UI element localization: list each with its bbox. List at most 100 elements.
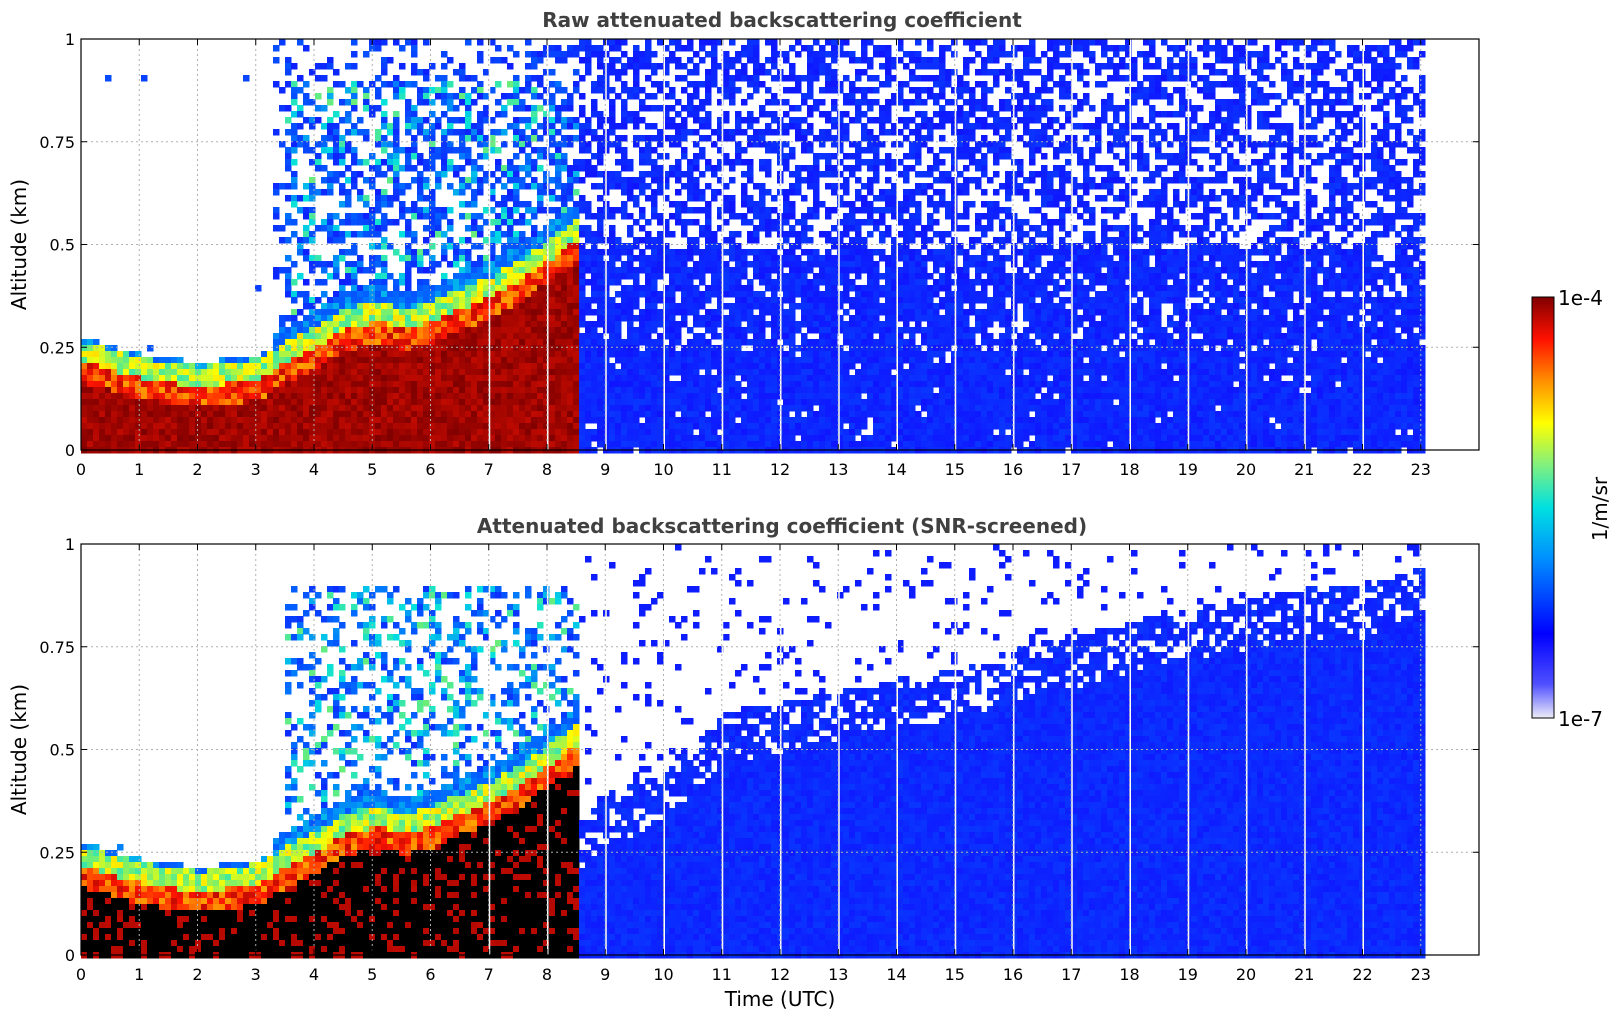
raw-heatmap-cell — [543, 117, 550, 124]
raw-heatmap-cell — [273, 81, 280, 88]
raw-heatmap-cell — [381, 351, 388, 358]
raw-heatmap-cell — [771, 255, 778, 262]
raw-heatmap-cell — [729, 381, 736, 388]
raw-heatmap-cell — [771, 321, 778, 328]
raw-heatmap-cell — [459, 279, 466, 286]
raw-heatmap-cell — [435, 363, 442, 370]
raw-heatmap-cell — [183, 411, 190, 418]
raw-heatmap-cell — [789, 327, 796, 334]
raw-heatmap-cell — [393, 315, 400, 322]
raw-heatmap-cell — [759, 165, 766, 172]
raw-heatmap-cell — [429, 393, 436, 400]
raw-heatmap-cell — [309, 231, 316, 238]
raw-heatmap-cell — [585, 375, 592, 382]
raw-heatmap-cell — [801, 423, 808, 430]
raw-heatmap-cell — [711, 345, 718, 352]
raw-heatmap-cell — [255, 393, 262, 400]
raw-heatmap-cell — [399, 399, 406, 406]
raw-heatmap-cell — [675, 441, 682, 448]
raw-heatmap-cell — [441, 321, 448, 328]
raw-heatmap-cell — [639, 105, 646, 112]
raw-heatmap-cell — [483, 327, 490, 334]
raw-heatmap-cell — [315, 117, 322, 124]
raw-heatmap-cell — [765, 435, 772, 442]
raw-heatmap-cell — [549, 345, 556, 352]
raw-heatmap-cell — [375, 93, 382, 100]
raw-heatmap-cell — [783, 315, 790, 322]
raw-heatmap-cell — [525, 159, 532, 166]
raw-heatmap-cell — [639, 51, 646, 58]
raw-heatmap-cell — [387, 195, 394, 202]
raw-heatmap-cell — [543, 339, 550, 346]
raw-heatmap-cell — [591, 183, 598, 190]
raw-heatmap-cell — [105, 435, 112, 442]
raw-heatmap-cell — [93, 351, 100, 358]
raw-heatmap-cell — [315, 141, 322, 148]
raw-heatmap-cell — [405, 387, 412, 394]
raw-heatmap-cell — [645, 417, 652, 424]
raw-heatmap-cell — [537, 429, 544, 436]
raw-heatmap-cell — [735, 345, 742, 352]
raw-heatmap-cell — [531, 249, 538, 256]
raw-heatmap-cell — [261, 381, 268, 388]
raw-heatmap-cell — [651, 147, 658, 154]
raw-heatmap-cell — [525, 327, 532, 334]
raw-heatmap-cell — [441, 375, 448, 382]
raw-heatmap-cell — [267, 381, 274, 388]
raw-heatmap-cell — [327, 429, 334, 436]
raw-heatmap-cell — [735, 315, 742, 322]
raw-heatmap-cell — [663, 45, 670, 52]
raw-heatmap-cell — [195, 423, 202, 430]
raw-heatmap-cell — [711, 441, 718, 448]
raw-heatmap-cell — [663, 345, 670, 352]
raw-heatmap-cell — [159, 357, 166, 364]
raw-heatmap-cell — [549, 351, 556, 358]
raw-heatmap-cell — [339, 291, 346, 298]
raw-heatmap-cell — [387, 387, 394, 394]
raw-heatmap-cell — [183, 435, 190, 442]
raw-heatmap-cell — [591, 339, 598, 346]
raw-heatmap-cell — [489, 423, 496, 430]
raw-heatmap-cell — [255, 405, 262, 412]
raw-heatmap-cell — [627, 93, 634, 100]
raw-heatmap-cell — [633, 255, 640, 262]
raw-heatmap-cell — [207, 381, 214, 388]
raw-heatmap-cell — [189, 411, 196, 418]
raw-heatmap-cell — [807, 321, 814, 328]
raw-heatmap-cell — [567, 273, 574, 280]
raw-heatmap-cell — [165, 357, 172, 364]
raw-heatmap-cell — [513, 423, 520, 430]
raw-heatmap-cell — [651, 267, 658, 274]
raw-heatmap-cell — [783, 429, 790, 436]
raw-heatmap-cell — [609, 243, 616, 250]
raw-heatmap-cell — [471, 177, 478, 184]
raw-heatmap-cell — [549, 423, 556, 430]
raw-heatmap-cell — [609, 183, 616, 190]
raw-heatmap-cell — [597, 63, 604, 70]
raw-heatmap-cell — [513, 153, 520, 160]
raw-heatmap-cell — [447, 129, 454, 136]
raw-heatmap-cell — [771, 387, 778, 394]
raw-heatmap-cell — [267, 393, 274, 400]
raw-heatmap-cell — [333, 111, 340, 118]
raw-heatmap-cell — [495, 357, 502, 364]
raw-heatmap-cell — [591, 165, 598, 172]
raw-heatmap-cell — [471, 279, 478, 286]
raw-heatmap-cell — [387, 369, 394, 376]
raw-heatmap-cell — [561, 105, 568, 112]
raw-heatmap-cell — [159, 381, 166, 388]
raw-heatmap-cell — [633, 399, 640, 406]
raw-heatmap-cell — [549, 369, 556, 376]
raw-heatmap-cell — [507, 255, 514, 262]
raw-heatmap-cell — [441, 339, 448, 346]
raw-heatmap-cell — [399, 423, 406, 430]
raw-heatmap-cell — [387, 405, 394, 412]
raw-heatmap-cell — [711, 243, 718, 250]
raw-heatmap-cell — [117, 369, 124, 376]
raw-heatmap-cell — [735, 309, 742, 316]
raw-heatmap-cell — [441, 429, 448, 436]
raw-heatmap-cell — [387, 165, 394, 172]
raw-heatmap-cell — [759, 399, 766, 406]
raw-heatmap-cell — [309, 399, 316, 406]
raw-heatmap-cell — [771, 93, 778, 100]
